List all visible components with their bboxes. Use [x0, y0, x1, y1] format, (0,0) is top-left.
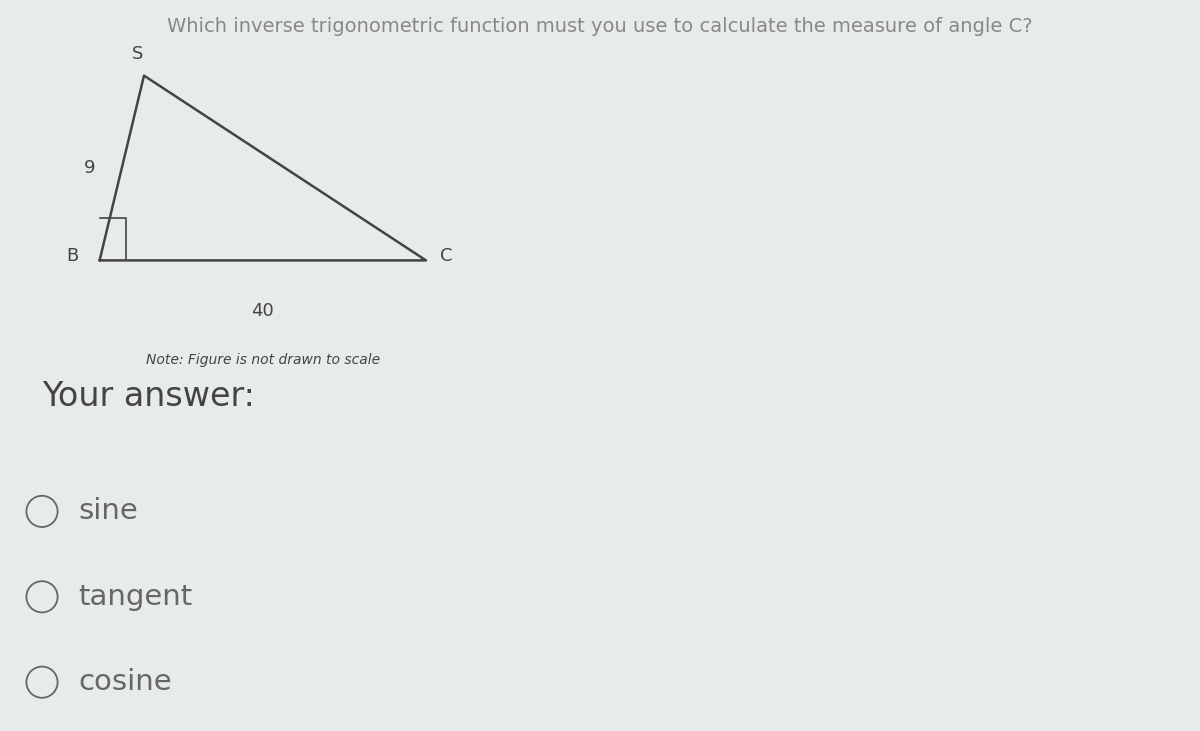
Text: C: C — [440, 247, 452, 265]
Text: tangent: tangent — [78, 583, 192, 611]
Text: 9: 9 — [84, 159, 96, 177]
Text: Note: Figure is not drawn to scale: Note: Figure is not drawn to scale — [145, 353, 380, 367]
Text: cosine: cosine — [78, 668, 172, 696]
Text: Your answer:: Your answer: — [42, 379, 254, 412]
Text: S: S — [132, 45, 144, 63]
Text: sine: sine — [78, 497, 138, 526]
Text: Which inverse trigonometric function must you use to calculate the measure of an: Which inverse trigonometric function mus… — [167, 17, 1033, 36]
Text: 40: 40 — [252, 303, 274, 320]
Text: B: B — [66, 247, 78, 265]
